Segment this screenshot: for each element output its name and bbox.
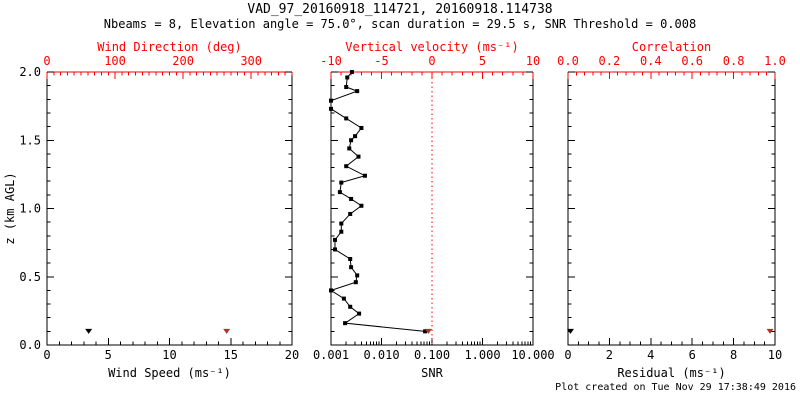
- panel-residual: 0 2 4 6 8 10 Residual (ms⁻¹) 0.0 0.2 0.4 0.6 0.8 1.0…: [557, 40, 786, 380]
- x-tick-label: 20: [285, 348, 299, 362]
- correlation-series: [766, 328, 774, 334]
- top-tick-label: 0.8: [723, 54, 745, 68]
- x-tick-label: 0: [564, 348, 571, 362]
- plot-subtitle: Nbeams = 8, Elevation angle = 75.0°, sca…: [103, 17, 697, 31]
- y-tick-label: 0.0: [19, 338, 41, 352]
- x-tick-label: 0.100: [414, 348, 450, 362]
- residual-y-axis: [568, 71, 775, 346]
- snr-bottom-axis: 0.001 0.010 0.100 1.000 10.000 SNR: [313, 338, 555, 380]
- wind-top-axis-title: Wind Direction (deg): [97, 40, 242, 54]
- x-tick-label: 10.000: [511, 348, 554, 362]
- top-tick-label: 0: [43, 54, 50, 68]
- wind-direction-series: [223, 328, 231, 334]
- snr-profile-series: [329, 70, 428, 334]
- x-tick-label: 0.001: [313, 348, 349, 362]
- x-tick-label: 0.010: [363, 348, 399, 362]
- y-tick-label: 2.0: [19, 65, 41, 79]
- residual-top-axis: 0.0 0.2 0.4 0.6 0.8 1.0 Correlation: [557, 40, 786, 79]
- snr-bottom-axis-title: SNR: [421, 366, 443, 380]
- top-tick-label: 0: [428, 54, 435, 68]
- top-tick-label: 0.4: [640, 54, 662, 68]
- residual-top-axis-title: Correlation: [632, 40, 711, 54]
- snr-top-axis-title: Vertical velocity (ms⁻¹): [345, 40, 518, 54]
- residual-bottom-axis-title: Residual (ms⁻¹): [617, 366, 725, 380]
- panel-wind: 0 5 10 15 20 Wind Speed (ms⁻¹) 0 100 200 300Wind …: [19, 40, 299, 380]
- top-tick-label: 5: [479, 54, 486, 68]
- x-tick-label: 10: [768, 348, 782, 362]
- wind-bottom-axis-title: Wind Speed (ms⁻¹): [108, 366, 231, 380]
- wind-y-axis: 0.0 0.5 1.0 1.5 2.0: [19, 65, 292, 352]
- top-tick-label: 10: [526, 54, 540, 68]
- axis-box: [567, 72, 776, 346]
- top-tick-label: 0.2: [599, 54, 621, 68]
- y-tick-label: 1.0: [19, 202, 41, 216]
- top-tick-label: -5: [374, 54, 388, 68]
- top-tick-label: 200: [172, 54, 194, 68]
- residual-bottom-axis: 0 2 4 6 8 10 Residual (ms⁻¹): [564, 338, 782, 380]
- plot-created-timestamp: Plot created on Tue Nov 29 17:38:49 2016: [555, 382, 796, 393]
- snr-top-axis: -10 -5 0 5 10 Vertical velocity (ms⁻¹): [320, 40, 540, 79]
- x-tick-label: 4: [647, 348, 654, 362]
- x-tick-label: 0: [43, 348, 50, 362]
- x-tick-label: 5: [105, 348, 112, 362]
- top-tick-label: -10: [320, 54, 342, 68]
- x-tick-label: 15: [224, 348, 238, 362]
- y-tick-label: 1.5: [19, 133, 41, 147]
- residual-series: [566, 328, 574, 334]
- y-tick-label: 0.5: [19, 270, 41, 284]
- snr-y-axis: [331, 71, 533, 346]
- x-tick-label: 2: [606, 348, 613, 362]
- panel-snr: 0.001 0.010 0.100 1.000 10.000 SNR -10 -5 0 5 10 Ve…: [313, 40, 555, 380]
- y-axis-title: z (km AGL): [3, 172, 17, 244]
- x-tick-label: 10: [162, 348, 176, 362]
- top-tick-label: 100: [104, 54, 126, 68]
- top-tick-label: 0.0: [557, 54, 579, 68]
- top-tick-label: 1.0: [764, 54, 786, 68]
- top-tick-label: 300: [240, 54, 262, 68]
- wind-speed-series: [85, 328, 93, 334]
- x-tick-label: 6: [689, 348, 696, 362]
- top-tick-label: 0.6: [681, 54, 703, 68]
- x-tick-label: 1.000: [464, 348, 500, 362]
- snr-profile-line: [329, 71, 426, 332]
- axis-box: [46, 72, 293, 346]
- x-tick-label: 8: [730, 348, 737, 362]
- wind-bottom-axis: 0 5 10 15 20 Wind Speed (ms⁻¹): [43, 338, 299, 380]
- plot-title: VAD_97_20160918_114721, 20160918.114738: [247, 2, 553, 17]
- vertical-velocity-series: [424, 328, 432, 334]
